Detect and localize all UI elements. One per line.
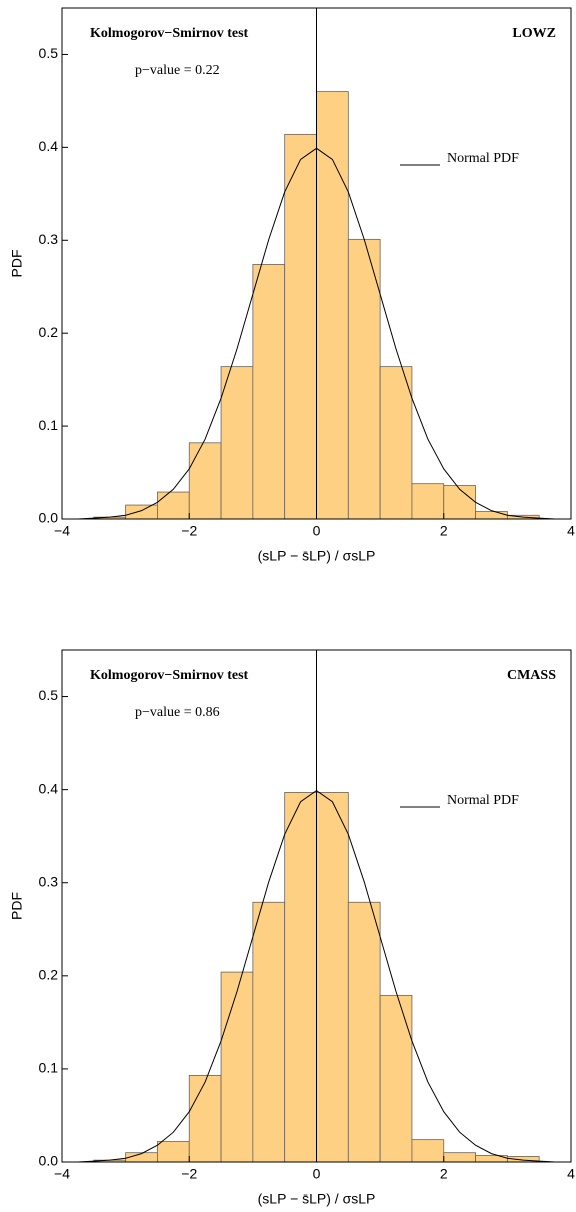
- annotation: LOWZ: [512, 26, 556, 41]
- bar: [252, 901, 286, 1163]
- y-tick-label: 0.5: [39, 687, 59, 703]
- x-tick-label: 2: [440, 523, 448, 539]
- bar: [188, 1075, 222, 1163]
- y-tick-label: 0.4: [39, 138, 59, 154]
- bar: [220, 971, 254, 1163]
- y-tick-label: 0.1: [39, 417, 59, 433]
- bar: [252, 264, 286, 520]
- bar: [347, 901, 381, 1163]
- bar: [379, 366, 413, 520]
- bar: [157, 491, 190, 520]
- x-tick-label: 2: [440, 1166, 448, 1182]
- x-tick-label: 4: [567, 523, 575, 539]
- bar: [475, 511, 508, 520]
- bar: [443, 1152, 476, 1163]
- curve: [62, 789, 571, 1163]
- bar: [443, 485, 476, 520]
- annotation: CMASS: [507, 668, 556, 683]
- y-axis-label: PDF: [9, 250, 25, 278]
- y-tick-label: 0.1: [39, 1060, 59, 1076]
- y-tick-label: 0.2: [39, 967, 59, 983]
- y-tick-label: 0.5: [39, 45, 59, 61]
- x-axis-label: (sLP − s̄LP) / σsLP: [258, 1191, 376, 1207]
- annotation: p−value = 0.22: [135, 63, 220, 78]
- x-tick-label: −4: [54, 523, 70, 539]
- y-tick-label: 0.4: [39, 780, 59, 796]
- bar: [284, 792, 317, 1163]
- bar: [188, 442, 222, 520]
- y-tick-label: 0.3: [39, 231, 59, 247]
- bar: [220, 366, 254, 520]
- annotation: Kolmogorov−Smirnov test: [90, 668, 249, 683]
- y-tick-label: 0.0: [39, 1153, 59, 1169]
- x-axis-label: (sLP − s̄LP) / σsLP: [258, 548, 376, 564]
- bar: [379, 994, 413, 1163]
- bar: [316, 792, 349, 1163]
- x-tick-label: −2: [181, 523, 197, 539]
- annotation: Kolmogorov−Smirnov test: [90, 26, 249, 41]
- legend-label: Normal PDF: [447, 151, 519, 166]
- annotation: p−value = 0.86: [135, 705, 220, 720]
- curve: [62, 147, 571, 520]
- bar: [125, 504, 158, 520]
- bar: [284, 133, 317, 520]
- x-tick-label: 4: [567, 1166, 575, 1182]
- y-axis-label: PDF: [9, 892, 25, 920]
- x-tick-label: −2: [181, 1166, 197, 1182]
- x-tick-label: −4: [54, 1166, 70, 1182]
- x-tick-label: 0: [313, 523, 321, 539]
- bar: [316, 91, 349, 520]
- bar: [157, 1141, 190, 1163]
- x-tick-label: 0: [313, 1166, 321, 1182]
- bar: [347, 238, 381, 520]
- bar: [411, 483, 445, 520]
- y-tick-label: 0.2: [39, 324, 59, 340]
- y-tick-label: 0.0: [39, 510, 59, 526]
- bar: [411, 1139, 445, 1163]
- y-tick-label: 0.3: [39, 873, 59, 889]
- legend-label: Normal PDF: [447, 793, 519, 808]
